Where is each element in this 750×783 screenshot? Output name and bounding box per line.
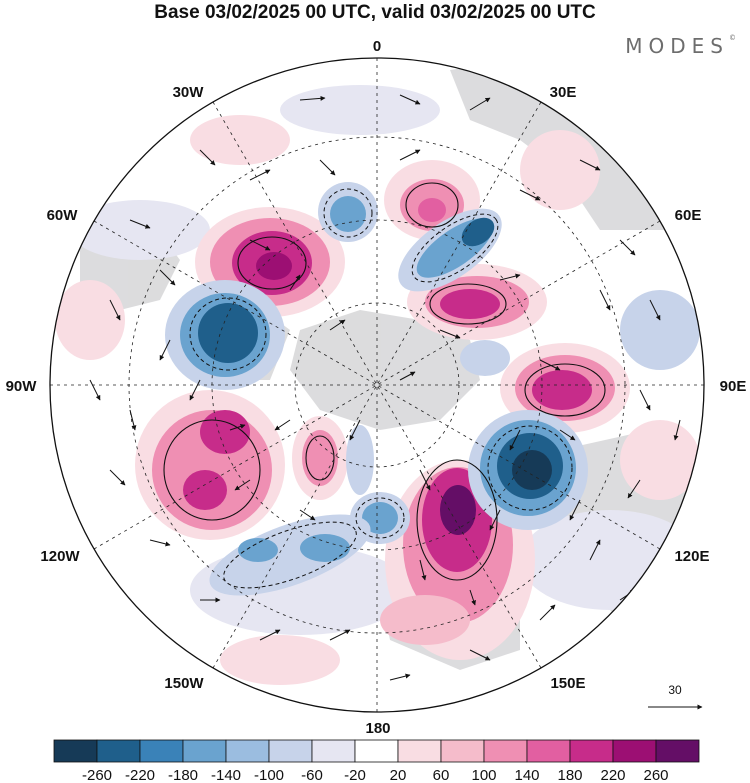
colorbar-swatch xyxy=(655,739,700,763)
lon-label-120w: 120W xyxy=(40,548,80,565)
lon-label-30e: 30E xyxy=(550,84,577,101)
colorbar-tick-label: -100 xyxy=(254,767,284,783)
colorbar-swatch xyxy=(53,739,98,763)
colorbar: -260 -220 -180 -140 -100 -60 -20 20 60 100 140 180 2… xyxy=(53,739,700,783)
map-title: Base 03/02/2025 00 UTC, valid 03/02/2025… xyxy=(154,2,596,23)
anomaly-positive-7 xyxy=(292,416,348,500)
reference-vector-value: 30 xyxy=(668,683,682,697)
colorbar-tick-label: 60 xyxy=(433,767,450,783)
colorbar-swatch xyxy=(268,739,313,763)
colorbar-swatch xyxy=(182,739,227,763)
brand-name: MODES xyxy=(625,34,729,58)
lon-label-60w: 60W xyxy=(47,207,79,224)
lon-label-180: 180 xyxy=(365,720,390,737)
anomaly-positive-8 xyxy=(380,595,470,645)
lon-label-150e: 150E xyxy=(550,675,585,692)
lon-label-30w: 30W xyxy=(173,84,205,101)
contour-lines xyxy=(163,182,606,581)
colorbar-tick-label: -220 xyxy=(125,767,155,783)
colorbar-swatch xyxy=(225,739,270,763)
reference-vector: 30 xyxy=(648,683,703,710)
anomaly-negative-1 xyxy=(165,280,285,390)
wind-vectors xyxy=(89,94,681,681)
colorbar-swatch xyxy=(96,739,141,763)
colorbar-tick-label: -140 xyxy=(211,767,241,783)
brand-mark: © xyxy=(729,34,736,42)
lon-label-90w: 90W xyxy=(6,378,38,395)
contour-lines-dashed xyxy=(189,188,573,589)
lon-label-0: 0 xyxy=(373,38,381,55)
colorbar-swatch xyxy=(612,739,657,763)
graticule xyxy=(50,58,704,712)
colorbar-tick-label: 20 xyxy=(390,767,407,783)
colorbar-swatch xyxy=(440,739,485,763)
colorbar-tick-label: 100 xyxy=(471,767,496,783)
colorbar-tick-label: 220 xyxy=(600,767,625,783)
colorbar-tick-label: -60 xyxy=(301,767,323,783)
colorbar-swatch xyxy=(569,739,614,763)
colorbar-swatch xyxy=(483,739,528,763)
anomaly-negative-2 xyxy=(468,410,588,530)
colorbar-swatch xyxy=(397,739,442,763)
colorbar-swatch xyxy=(354,739,399,763)
anomaly-negative-6 xyxy=(209,514,371,596)
lon-label-120e: 120E xyxy=(674,548,709,565)
lon-label-150w: 150W xyxy=(164,675,204,692)
colorbar-tick-label: 140 xyxy=(514,767,539,783)
colorbar-tick-label: -20 xyxy=(344,767,366,783)
colorbar-swatch xyxy=(139,739,184,763)
colorbar-tick-label: -260 xyxy=(82,767,112,783)
lon-label-90e: 90E xyxy=(720,378,747,395)
anomaly-negative-4 xyxy=(318,182,378,242)
colorbar-swatch xyxy=(311,739,356,763)
colorbar-tick-label: 180 xyxy=(557,767,582,783)
anomaly-negative-7 xyxy=(346,340,510,495)
modes-logo: MODES© xyxy=(625,34,736,58)
anomaly-positive-5 xyxy=(135,390,285,540)
colorbar-tick-label: 260 xyxy=(643,767,668,783)
lon-label-60e: 60E xyxy=(675,207,702,224)
colorbar-tick-label: -180 xyxy=(168,767,198,783)
map-border xyxy=(49,57,705,713)
colorbar-swatch xyxy=(526,739,571,763)
